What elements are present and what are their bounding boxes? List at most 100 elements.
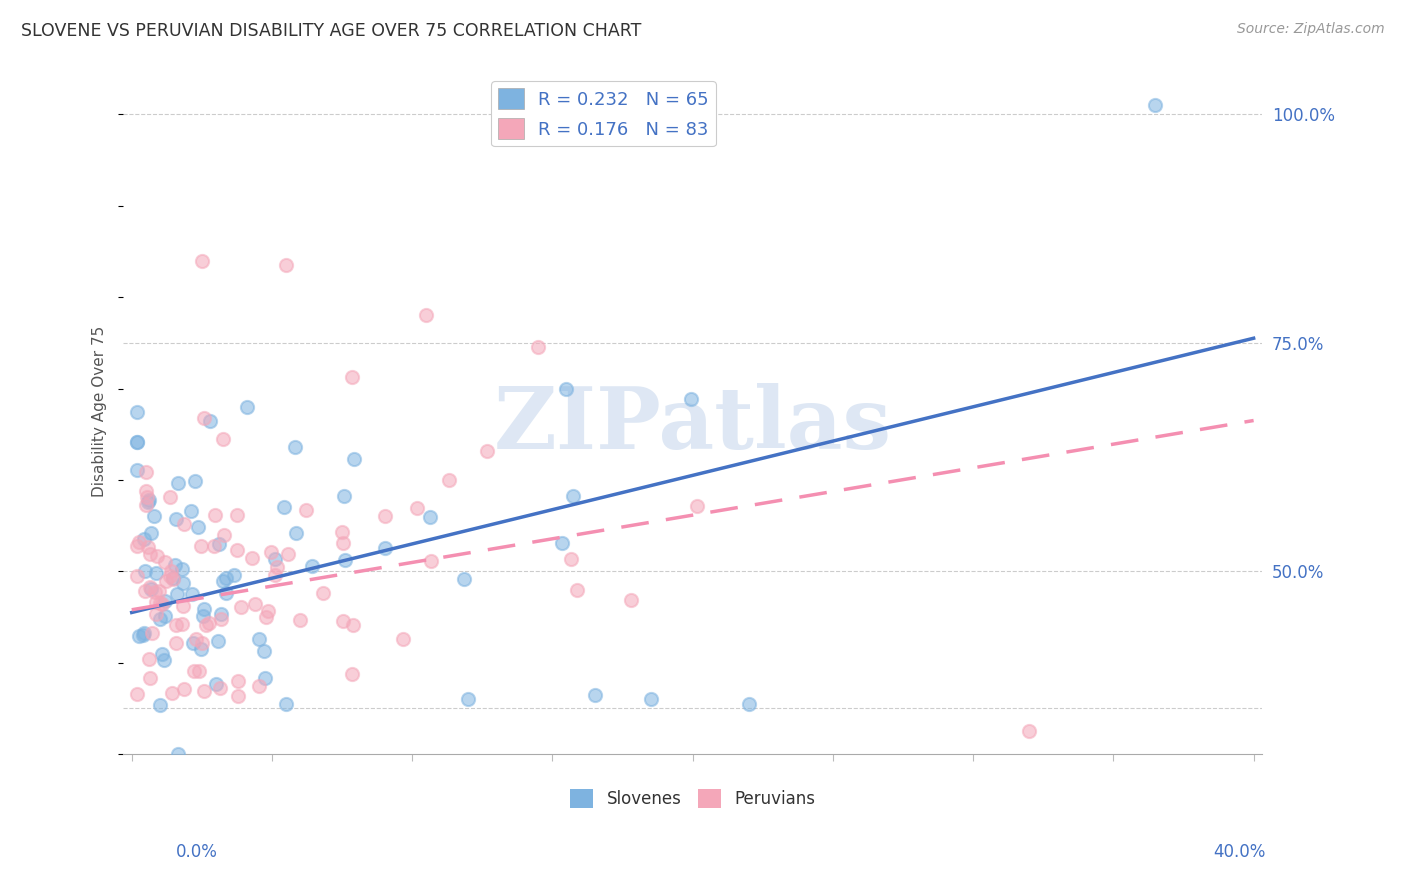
Point: [127, 568, 149, 582]
Point: [143, 585, 166, 599]
Point: [240, 550, 263, 565]
Text: SLOVENE VS PERUVIAN DISABILITY AGE OVER 75 CORRELATION CHART: SLOVENE VS PERUVIAN DISABILITY AGE OVER …: [21, 22, 641, 40]
Point: [277, 547, 299, 561]
Point: [146, 549, 169, 563]
Point: [153, 555, 176, 569]
Point: [560, 551, 582, 566]
Point: [392, 632, 415, 646]
Point: [190, 642, 212, 657]
Point: [211, 574, 233, 588]
Point: [316, 789, 339, 804]
Point: [162, 571, 184, 585]
Point: [264, 552, 287, 566]
Point: [165, 558, 187, 572]
Point: [335, 553, 357, 567]
Point: [209, 612, 232, 626]
Point: [190, 539, 212, 553]
Point: [205, 677, 228, 691]
Point: [193, 684, 215, 698]
Point: [312, 585, 335, 599]
Point: [226, 690, 249, 704]
Point: [284, 440, 307, 454]
Point: [135, 498, 157, 512]
Point: [301, 559, 323, 574]
Point: [149, 698, 172, 712]
Point: [555, 382, 578, 396]
Point: [215, 586, 238, 600]
Point: [145, 566, 167, 581]
Point: [150, 648, 173, 662]
Point: [294, 503, 316, 517]
Point: [274, 697, 297, 711]
Point: [159, 564, 181, 578]
Point: [195, 618, 218, 632]
Point: [150, 597, 173, 611]
Point: [173, 517, 195, 532]
Point: [202, 539, 225, 553]
Point: [145, 595, 167, 609]
Point: [226, 673, 249, 688]
Point: [343, 451, 366, 466]
Point: [139, 580, 162, 594]
Text: 40.0%: 40.0%: [1213, 843, 1265, 861]
Point: [127, 434, 149, 449]
Point: [139, 582, 162, 596]
Point: [132, 628, 155, 642]
Point: [583, 688, 606, 702]
Point: [333, 489, 356, 503]
Point: [260, 544, 283, 558]
Point: [128, 629, 150, 643]
Point: [288, 613, 311, 627]
Point: [453, 572, 475, 586]
Point: [160, 686, 183, 700]
Legend: Slovenes, Peruvians: Slovenes, Peruvians: [562, 782, 823, 814]
Point: [374, 541, 396, 555]
Point: [209, 607, 232, 621]
Point: [212, 432, 235, 446]
Point: [145, 607, 167, 621]
Point: [167, 476, 190, 491]
Point: [332, 536, 354, 550]
Point: [236, 400, 259, 414]
Point: [138, 652, 160, 666]
Point: [266, 560, 288, 574]
Point: [153, 594, 176, 608]
Point: [153, 653, 176, 667]
Point: [132, 626, 155, 640]
Point: [243, 597, 266, 611]
Point: [437, 473, 460, 487]
Point: [224, 567, 246, 582]
Point: [457, 692, 479, 706]
Point: [187, 520, 209, 534]
Point: [149, 612, 172, 626]
Point: [562, 489, 585, 503]
Point: [132, 532, 155, 546]
Point: [134, 584, 156, 599]
Point: [249, 632, 271, 646]
Point: [183, 664, 205, 678]
Point: [141, 526, 163, 541]
Point: [406, 501, 429, 516]
Point: [165, 512, 187, 526]
Point: [284, 526, 307, 541]
Point: [166, 587, 188, 601]
Point: [191, 253, 214, 268]
Point: [139, 547, 162, 561]
Point: [565, 583, 588, 598]
Point: [198, 616, 221, 631]
Point: [127, 434, 149, 449]
Point: [253, 644, 276, 658]
Point: [148, 584, 170, 599]
Point: [184, 474, 207, 488]
Point: [342, 618, 364, 632]
Point: [141, 626, 163, 640]
Point: [165, 618, 187, 632]
Point: [149, 596, 172, 610]
Point: [273, 500, 295, 514]
Point: [263, 567, 285, 582]
Point: [1018, 724, 1040, 739]
Point: [173, 576, 195, 591]
Text: 0.0%: 0.0%: [176, 843, 218, 861]
Point: [159, 490, 181, 504]
Point: [127, 539, 149, 553]
